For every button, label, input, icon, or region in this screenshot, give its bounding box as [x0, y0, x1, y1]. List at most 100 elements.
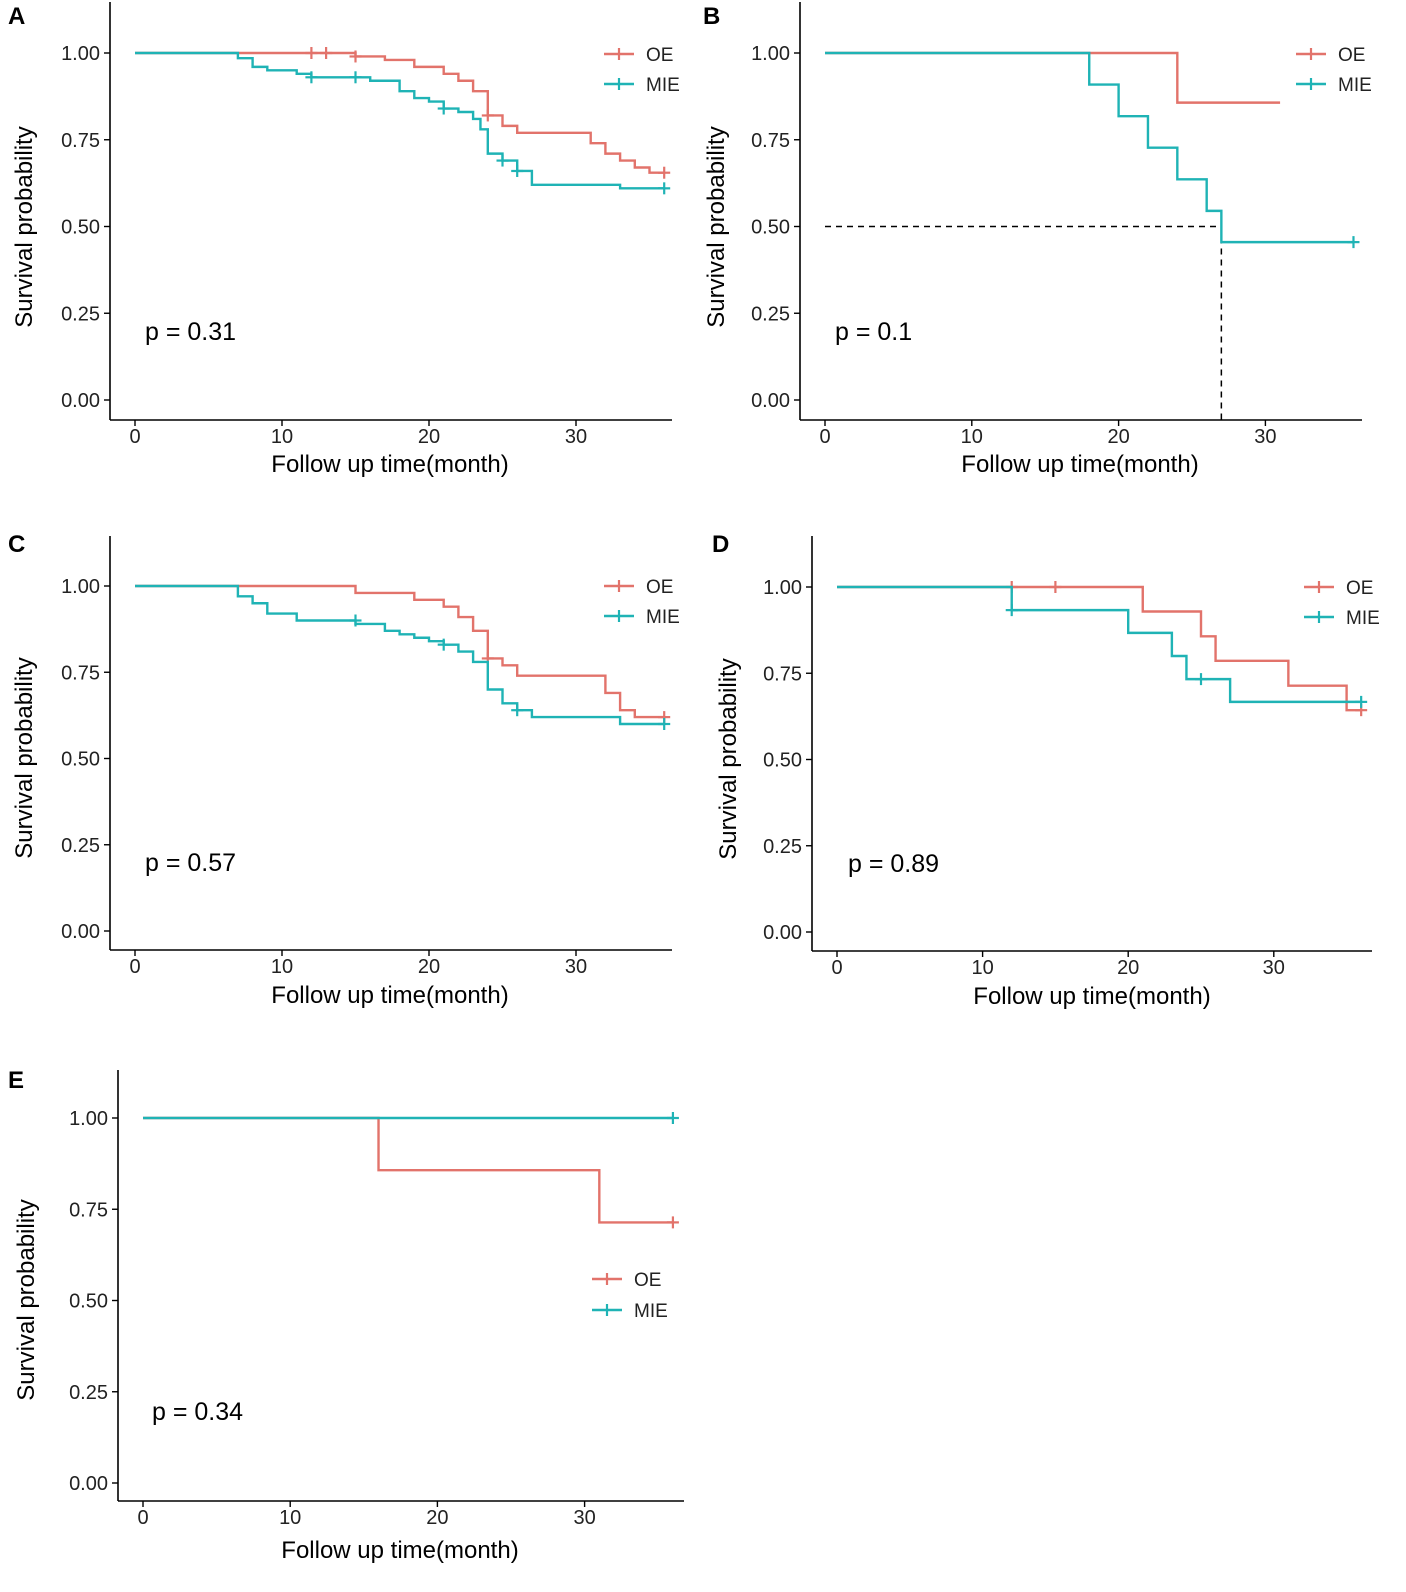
- censor-mark-mie: [666, 1112, 679, 1124]
- legend-label: MIE: [646, 607, 680, 628]
- y-tick-label: 0.75: [61, 662, 100, 684]
- legend-label: MIE: [1346, 608, 1380, 629]
- y-tick-label: 0.75: [61, 130, 100, 152]
- censor-mark-mie: [1195, 673, 1207, 686]
- censor-mark-oe: [349, 50, 362, 63]
- x-tick-label: 30: [1263, 957, 1285, 979]
- y-tick-label: 1.00: [69, 1108, 108, 1130]
- censor-mark-mie: [305, 71, 318, 84]
- panel-e: E 0.00 0.25 0.50 0.75 1.00 0 10 20 30 Follow up ti…: [8, 1067, 684, 1564]
- x-axis-title: Follow up time(month): [961, 451, 1198, 478]
- y-tick-label: 0.00: [61, 390, 100, 412]
- y-tick-label: 0.25: [61, 835, 100, 857]
- censor-mark-mie: [496, 154, 509, 167]
- x-axis-title: Follow up time(month): [281, 1537, 518, 1564]
- x-tick-label: 20: [418, 426, 440, 448]
- y-axis-title: Survival probability: [13, 1199, 40, 1400]
- panel-letter: E: [8, 1067, 24, 1094]
- x-tick-label: 20: [1117, 957, 1139, 979]
- x-tick-label: 30: [565, 426, 587, 448]
- y-tick-label: 0.00: [69, 1473, 108, 1495]
- x-tick-label: 20: [418, 956, 440, 978]
- legend-label: OE: [1338, 45, 1365, 66]
- legend-label: MIE: [646, 75, 680, 96]
- panel-letter: D: [712, 531, 729, 558]
- p-value-label: p = 0.34: [152, 1398, 243, 1426]
- legend-label: MIE: [634, 1301, 668, 1322]
- y-axis-title: Survival probability: [703, 126, 730, 327]
- panel-d: D 0.00 0.25 0.50 0.75 1.00 0 10 20 30 Follow up ti…: [712, 531, 1380, 1010]
- legend-item-oe: OE: [604, 577, 673, 598]
- legend-item-oe: OE: [592, 1270, 661, 1291]
- curve-oe: [825, 51, 1281, 104]
- y-tick-label: 0.75: [751, 130, 790, 152]
- y-tick-label: 0.00: [751, 390, 790, 412]
- legend-item-mie: MIE: [604, 607, 680, 628]
- legend-item-oe: OE: [1304, 578, 1373, 599]
- y-tick-label: 1.00: [763, 577, 802, 599]
- curve-oe: [135, 584, 665, 719]
- panel-letter: C: [8, 531, 25, 558]
- censor-mark-oe: [320, 47, 333, 59]
- legend-item-mie: MIE: [604, 75, 680, 96]
- curve-mie: [825, 51, 1354, 244]
- legend-label: OE: [646, 45, 673, 66]
- y-tick-label: 0.25: [763, 836, 802, 858]
- censor-mark-mie: [1347, 236, 1360, 249]
- censor-mark-mie: [511, 164, 524, 177]
- censor-mark-mie: [437, 638, 450, 651]
- curve-oe: [143, 1116, 673, 1224]
- y-axis-title: Survival probability: [715, 658, 742, 859]
- curve-mie: [135, 51, 665, 190]
- panel-letter: B: [703, 3, 720, 30]
- x-tick-label: 0: [129, 956, 140, 978]
- y-tick-label: 0.00: [61, 921, 100, 943]
- x-axis-title: Follow up time(month): [271, 982, 508, 1009]
- censor-mark-oe: [481, 109, 494, 122]
- x-tick-label: 20: [1107, 426, 1129, 448]
- y-axis-title: Survival probability: [11, 126, 38, 327]
- censor-mark-mie: [1355, 695, 1368, 708]
- y-tick-label: 1.00: [61, 576, 100, 598]
- censor-mark-oe: [305, 47, 318, 59]
- curve-mie: [135, 584, 665, 726]
- x-tick-label: 0: [129, 426, 140, 448]
- legend-label: OE: [1346, 578, 1373, 599]
- curve-oe: [837, 585, 1362, 712]
- p-value-label: p = 0.57: [145, 849, 236, 877]
- x-tick-label: 10: [271, 426, 293, 448]
- p-value-label: p = 0.31: [145, 318, 236, 346]
- x-tick-label: 30: [1254, 426, 1276, 448]
- y-tick-label: 0.00: [763, 922, 802, 944]
- censor-mark-mie: [1005, 604, 1018, 617]
- curve-oe: [135, 51, 665, 174]
- y-tick-label: 0.25: [69, 1382, 108, 1404]
- x-axis-title: Follow up time(month): [973, 983, 1210, 1010]
- censor-mark-oe: [658, 166, 671, 179]
- x-tick-label: 20: [426, 1507, 448, 1529]
- panel-letter: A: [8, 3, 25, 30]
- p-value-label: p = 0.1: [835, 318, 912, 346]
- censor-mark-mie: [349, 71, 362, 84]
- censor-mark-oe: [1049, 581, 1062, 593]
- panel-c: C 0.00 0.25 0.50 0.75 1.00 0 10 20 30 Follow up ti…: [8, 531, 680, 1009]
- x-tick-label: 0: [137, 1507, 148, 1529]
- x-tick-label: 30: [565, 956, 587, 978]
- legend-item-oe: OE: [604, 45, 673, 66]
- censor-mark-mie: [658, 182, 671, 195]
- y-tick-label: 0.50: [61, 217, 100, 239]
- legend-label: OE: [646, 577, 673, 598]
- panel-a: A 0.00 0.25 0.50 0.75 1.00 0 10 20 30 Follow up ti…: [8, 2, 680, 478]
- legend-item-mie: MIE: [1304, 608, 1380, 629]
- censor-mark-oe: [666, 1216, 679, 1229]
- x-tick-label: 0: [819, 426, 830, 448]
- y-tick-label: 0.50: [61, 749, 100, 771]
- x-tick-label: 10: [271, 956, 293, 978]
- y-tick-label: 0.75: [69, 1199, 108, 1221]
- y-tick-label: 0.50: [763, 750, 802, 772]
- y-tick-label: 1.00: [751, 43, 790, 65]
- censor-mark-mie: [437, 102, 450, 115]
- x-tick-label: 10: [279, 1507, 301, 1529]
- legend-label: MIE: [1338, 75, 1372, 96]
- x-axis-title: Follow up time(month): [271, 451, 508, 478]
